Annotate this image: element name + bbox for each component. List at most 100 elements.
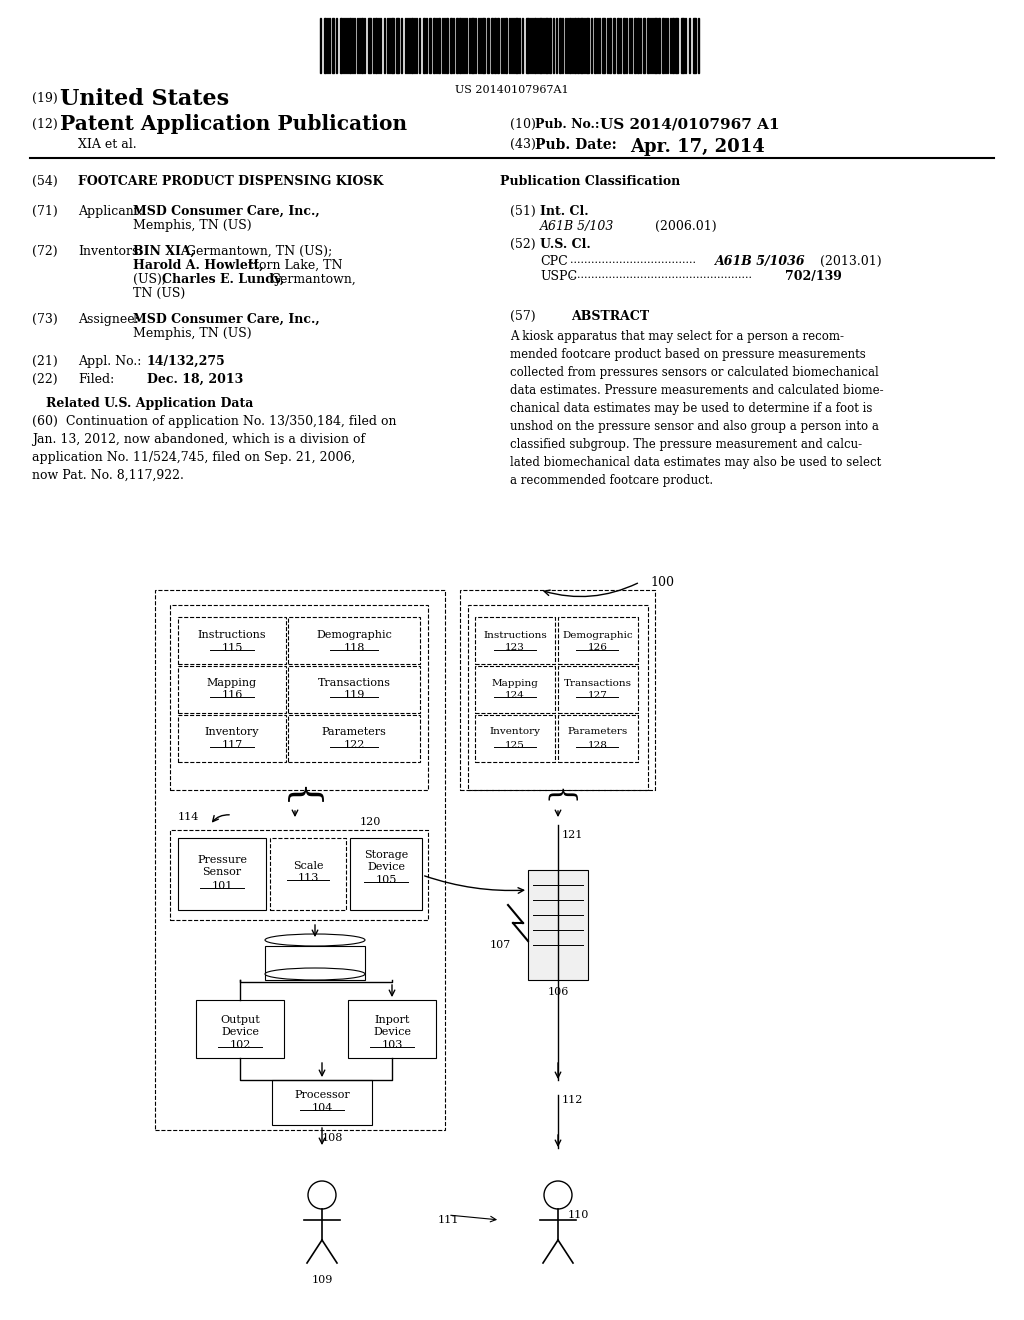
Text: U.S. Cl.: U.S. Cl. [540,238,591,251]
Text: 102: 102 [229,1040,251,1049]
Bar [672,18,674,73]
Bar [288,667,420,713]
Bar [482,18,485,73]
Bar [349,18,351,73]
Bar [637,18,639,73]
Text: US 20140107967A1: US 20140107967A1 [456,84,568,95]
Text: Related U.S. Application Data: Related U.S. Application Data [46,397,254,411]
Text: Demographic: Demographic [562,631,633,639]
Text: 121: 121 [562,830,584,840]
Text: Output: Output [220,1015,260,1026]
Text: Assignee:: Assignee: [78,313,138,326]
Text: Device: Device [373,1027,411,1038]
Bar [617,18,618,73]
Text: Dec. 18, 2013: Dec. 18, 2013 [147,374,244,385]
Text: ABSTRACT: ABSTRACT [571,310,649,323]
Text: A61B 5/1036: A61B 5/1036 [715,255,806,268]
Bar [490,18,493,73]
Text: Sensor: Sensor [203,867,242,876]
Text: (10): (10) [510,117,536,131]
Text: 105: 105 [376,875,396,884]
Bar [178,616,286,664]
Text: Memphis, TN (US): Memphis, TN (US) [133,327,252,341]
Text: ....................................: .................................... [570,255,696,265]
Bar [487,18,489,73]
Bar [272,1080,372,1125]
Text: Inventory: Inventory [489,727,541,737]
Bar [178,715,286,762]
Bar [170,605,428,789]
Bar [391,18,394,73]
Text: 126: 126 [588,644,608,652]
Text: (57): (57) [510,310,536,323]
Bar [446,18,449,73]
Bar [505,18,507,73]
Circle shape [544,1181,572,1209]
Text: CPC: CPC [540,255,567,268]
Text: 111: 111 [437,1214,459,1225]
Bar [288,715,420,762]
Text: 103: 103 [381,1040,402,1049]
Text: Instructions: Instructions [483,631,547,639]
Text: Processor: Processor [294,1090,350,1100]
Text: 128: 128 [588,741,608,750]
Text: Pub. No.:: Pub. No.: [535,117,599,131]
Text: 119: 119 [343,690,365,700]
Text: (19): (19) [32,92,57,106]
Text: 118: 118 [343,643,365,653]
Bar [528,870,588,979]
Text: Horn Lake, TN: Horn Lake, TN [248,259,342,272]
Text: (54): (54) [32,176,57,187]
Text: Inport: Inport [375,1015,410,1026]
Bar [497,18,499,73]
Bar [558,616,638,664]
Bar [475,667,555,713]
Text: (52): (52) [510,238,536,251]
Bar [396,18,399,73]
Bar [332,18,334,73]
Text: Device: Device [367,862,406,873]
Bar [178,838,266,909]
Bar [654,18,657,73]
Bar [647,18,649,73]
Text: 122: 122 [343,741,365,750]
Bar [534,18,536,73]
Text: 117: 117 [221,741,243,750]
Bar [170,830,428,920]
Bar [559,18,561,73]
Bar [324,18,326,73]
Bar [586,18,589,73]
Text: 113: 113 [297,873,318,883]
Circle shape [308,1181,336,1209]
Text: MSD Consumer Care, Inc.,: MSD Consumer Care, Inc., [133,313,319,326]
Text: Filed:: Filed: [78,374,115,385]
Bar [569,18,571,73]
Bar [438,18,440,73]
Text: 108: 108 [322,1133,343,1143]
Bar [662,18,664,73]
Bar [658,18,660,73]
Text: 120: 120 [360,817,381,828]
Bar [433,18,435,73]
Bar [693,18,696,73]
Ellipse shape [265,968,365,979]
Text: Charles E. Lundy,: Charles E. Lundy, [162,273,285,286]
Text: (72): (72) [32,246,57,257]
Text: Harold A. Howlett,: Harold A. Howlett, [133,259,264,272]
Text: BIN XIA,: BIN XIA, [133,246,195,257]
Bar [196,1001,284,1059]
Text: (US);: (US); [133,273,166,286]
Bar [429,18,431,73]
Bar [545,18,548,73]
Text: (2013.01): (2013.01) [820,255,882,268]
Bar [623,18,625,73]
Text: (43): (43) [510,139,536,150]
Text: FOOTCARE PRODUCT DISPENSING KIOSK: FOOTCARE PRODUCT DISPENSING KIOSK [78,176,383,187]
Text: {: { [282,784,318,809]
Bar [526,18,529,73]
Bar [549,18,551,73]
Bar [558,667,638,713]
Bar [178,667,286,713]
Text: Device: Device [221,1027,259,1038]
Bar [475,715,555,762]
